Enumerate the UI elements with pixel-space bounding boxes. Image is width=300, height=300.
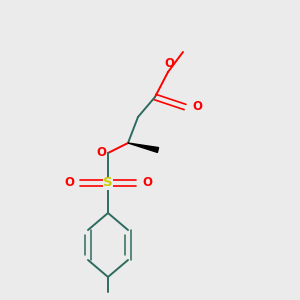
Text: S: S: [103, 176, 113, 190]
Text: O: O: [96, 146, 106, 158]
Polygon shape: [128, 143, 159, 152]
Text: O: O: [192, 100, 202, 113]
Text: O: O: [164, 57, 174, 70]
Text: O: O: [142, 176, 152, 190]
Text: O: O: [64, 176, 74, 190]
